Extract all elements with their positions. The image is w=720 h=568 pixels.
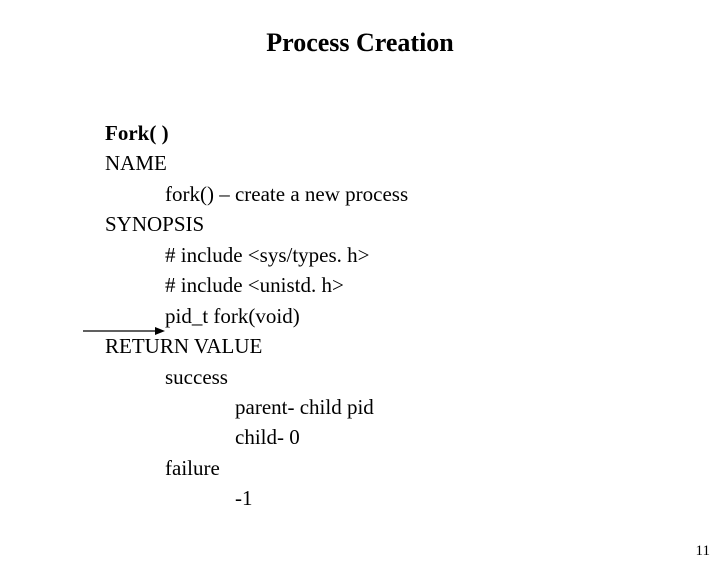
parent-return-value: parent- child pid [105,392,408,422]
include-line-1: # include <sys/types. h> [105,240,408,270]
failure-return-value: -1 [105,483,408,513]
include-line-2: # include <unistd. h> [105,270,408,300]
name-description: fork() – create a new process [105,179,408,209]
success-label: success [105,362,408,392]
synopsis-section-label: SYNOPSIS [105,209,408,239]
content-block: Fork( ) NAME fork() – create a new proce… [105,118,408,514]
failure-label: failure [105,453,408,483]
page-number: 11 [696,543,710,560]
name-section-label: NAME [105,148,408,178]
page-title: Process Creation [0,28,720,58]
arrow-icon [83,325,168,337]
child-return-value: child- 0 [105,422,408,452]
fork-heading: Fork( ) [105,118,408,148]
